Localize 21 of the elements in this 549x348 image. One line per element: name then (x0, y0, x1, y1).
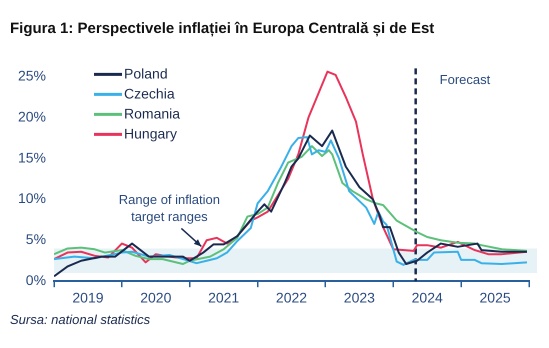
text: Sursa: national statistics (10, 312, 150, 327)
x-tick-label: 2025 (479, 289, 511, 306)
x-tick-label: 2023 (344, 289, 376, 306)
band-label: Range of inflation target ranges (118, 192, 220, 224)
legend-label: Hungary (124, 125, 177, 142)
x-tick-label: 2022 (276, 289, 308, 306)
ref-line-label: Forecast (440, 72, 491, 87)
chart-title: Figura 1: Perspectivele inflației în Europa Centrală și de Est (10, 20, 434, 37)
y-tick-label: 20% (18, 108, 46, 124)
x-tick-label: 2021 (208, 289, 240, 306)
y-tick-label: 10% (18, 190, 46, 206)
y-tick-label: 15% (18, 149, 46, 166)
x-tick-label: 2024 (412, 289, 443, 306)
y-tick-label: 25% (18, 67, 46, 84)
legend-label: Romania (124, 105, 180, 122)
legend-label: Poland (124, 65, 168, 82)
x-tick-label: 2020 (140, 289, 172, 306)
y-tick-label: 0% (26, 272, 46, 288)
legend-label: Czechia (124, 85, 175, 102)
y-tick-label: 5% (26, 231, 46, 248)
x-tick-label: 2019 (72, 289, 104, 306)
